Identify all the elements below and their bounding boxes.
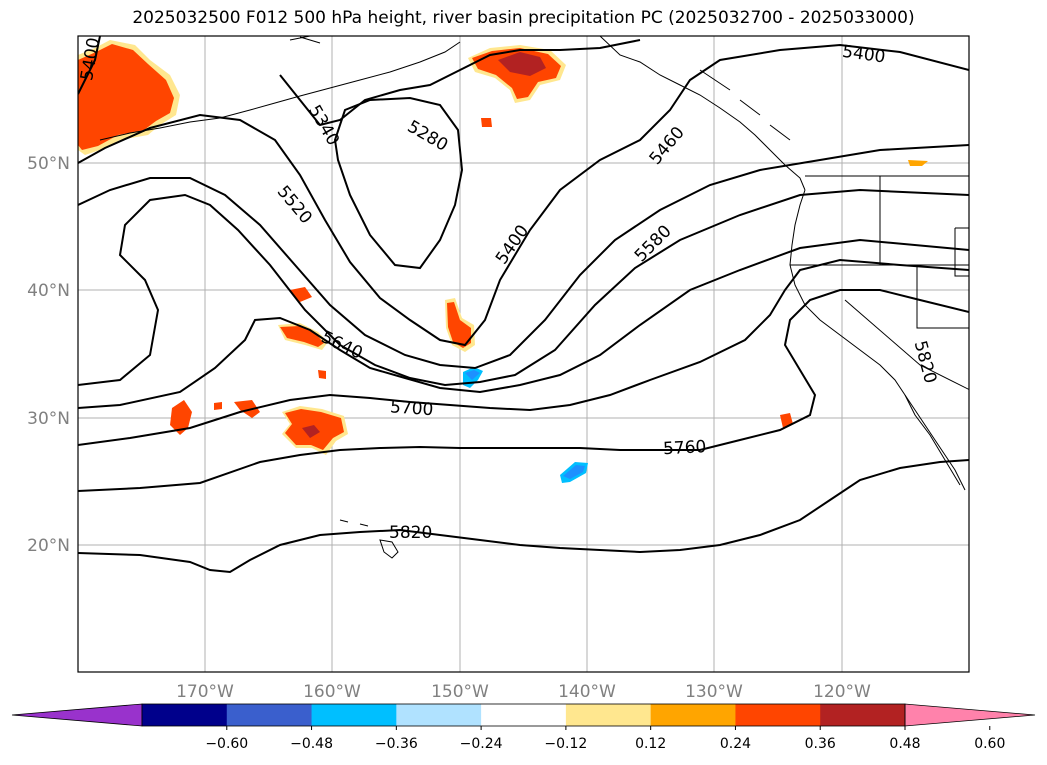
- latitude-labels: 50°N 40°N 30°N 20°N: [27, 154, 70, 556]
- colorbar-segment: [142, 704, 228, 726]
- colorbar: −0.60 −0.48 −0.36 −0.24 −0.12 0.12 0.24 0.36 0.4…: [11, 703, 1036, 752]
- height-contours: [78, 36, 969, 574]
- lon-label: 170°W: [176, 682, 234, 702]
- precip-positive-area: [78, 44, 174, 150]
- colorbar-tick-label: −0.36: [375, 736, 418, 752]
- precip-positive-area: [498, 52, 546, 76]
- colorbar-tick-label: −0.24: [460, 736, 503, 752]
- colorbar-outline: [141, 703, 906, 727]
- map-frame: [77, 35, 970, 673]
- lon-label: 160°W: [303, 682, 361, 702]
- contour-label: 5820: [389, 523, 432, 543]
- lat-label: 50°N: [27, 154, 70, 174]
- precip-positive-area: [318, 370, 326, 379]
- contour-label: 5700: [389, 397, 434, 420]
- precip-negative-area: [465, 370, 480, 380]
- lon-label: 140°W: [558, 682, 616, 702]
- colorbar-segment: [565, 704, 652, 726]
- lon-label: 150°W: [431, 682, 489, 702]
- lon-label: 120°W: [813, 682, 871, 702]
- colorbar-segment: [735, 704, 821, 726]
- map-title: 2025032500 F012 500 hPa height, river ba…: [132, 8, 915, 28]
- coastlines: [99, 36, 969, 559]
- precip-positive-area: [447, 302, 471, 348]
- colorbar-extend-high: [904, 703, 1036, 727]
- precip-positive-area: [214, 402, 222, 410]
- precip-positive-area: [290, 287, 312, 302]
- colorbar-tick-label: −0.48: [290, 736, 333, 752]
- colorbar-tick-label: −0.12: [544, 736, 587, 752]
- colorbar-extend-low: [11, 703, 143, 727]
- colorbar-tick-label: 0.48: [889, 736, 920, 752]
- colorbar-segment: [481, 704, 567, 726]
- lon-label: 130°W: [685, 682, 743, 702]
- colorbar-segment: [820, 704, 906, 726]
- colorbar-segment: [650, 704, 736, 726]
- precip-positive-area: [234, 400, 260, 418]
- colorbar-tick-label: −0.60: [205, 736, 248, 752]
- colorbar-tick-label: 0.12: [635, 736, 666, 752]
- lat-label: 20°N: [27, 536, 70, 556]
- contour-label: 5760: [663, 437, 707, 459]
- colorbar-tick-label: 0.60: [974, 736, 1005, 752]
- precip-positive-area: [908, 160, 928, 166]
- precip-positive-area: [302, 425, 320, 438]
- longitude-labels: 170°W 160°W 150°W 140°W 130°W 120°W: [176, 682, 871, 702]
- precip-positive-area: [280, 326, 324, 347]
- colorbar-tick-label: 0.36: [805, 736, 836, 752]
- precip-positive-area: [481, 118, 492, 127]
- colorbar-segment: [226, 704, 313, 726]
- map-panel: [78, 36, 969, 672]
- colorbar-segment: [311, 704, 397, 726]
- lat-label: 30°N: [27, 409, 70, 429]
- precip-negative-area: [563, 465, 585, 479]
- lat-label: 40°N: [27, 281, 70, 301]
- colorbar-segment: [396, 704, 482, 726]
- precip-positive-area: [170, 400, 192, 435]
- colorbar-tick-label: 0.24: [720, 736, 751, 752]
